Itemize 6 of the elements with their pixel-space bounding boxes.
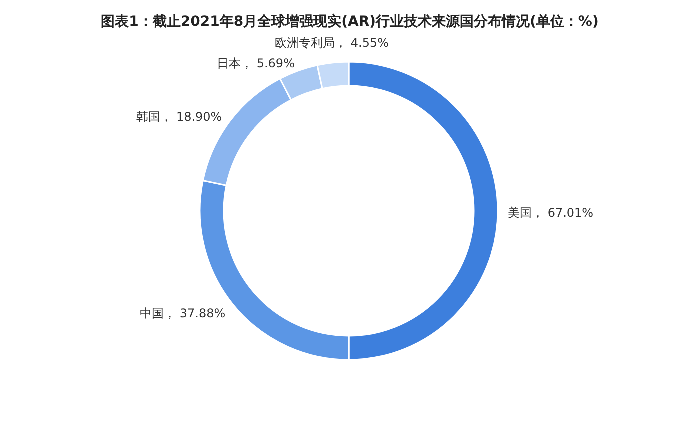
slice-label: 美国， 67.01%	[508, 206, 594, 220]
slice-label: 韩国， 18.90%	[136, 110, 222, 124]
slice-label: 中国， 37.88%	[140, 306, 226, 320]
chart-title: 图表1：截止2021年8月全球增强现实(AR)行业技术来源国分布情况(单位：%)	[101, 13, 599, 30]
slice-label: 日本， 5.69%	[217, 56, 295, 70]
slice-label: 欧洲专利局， 4.55%	[275, 36, 390, 50]
